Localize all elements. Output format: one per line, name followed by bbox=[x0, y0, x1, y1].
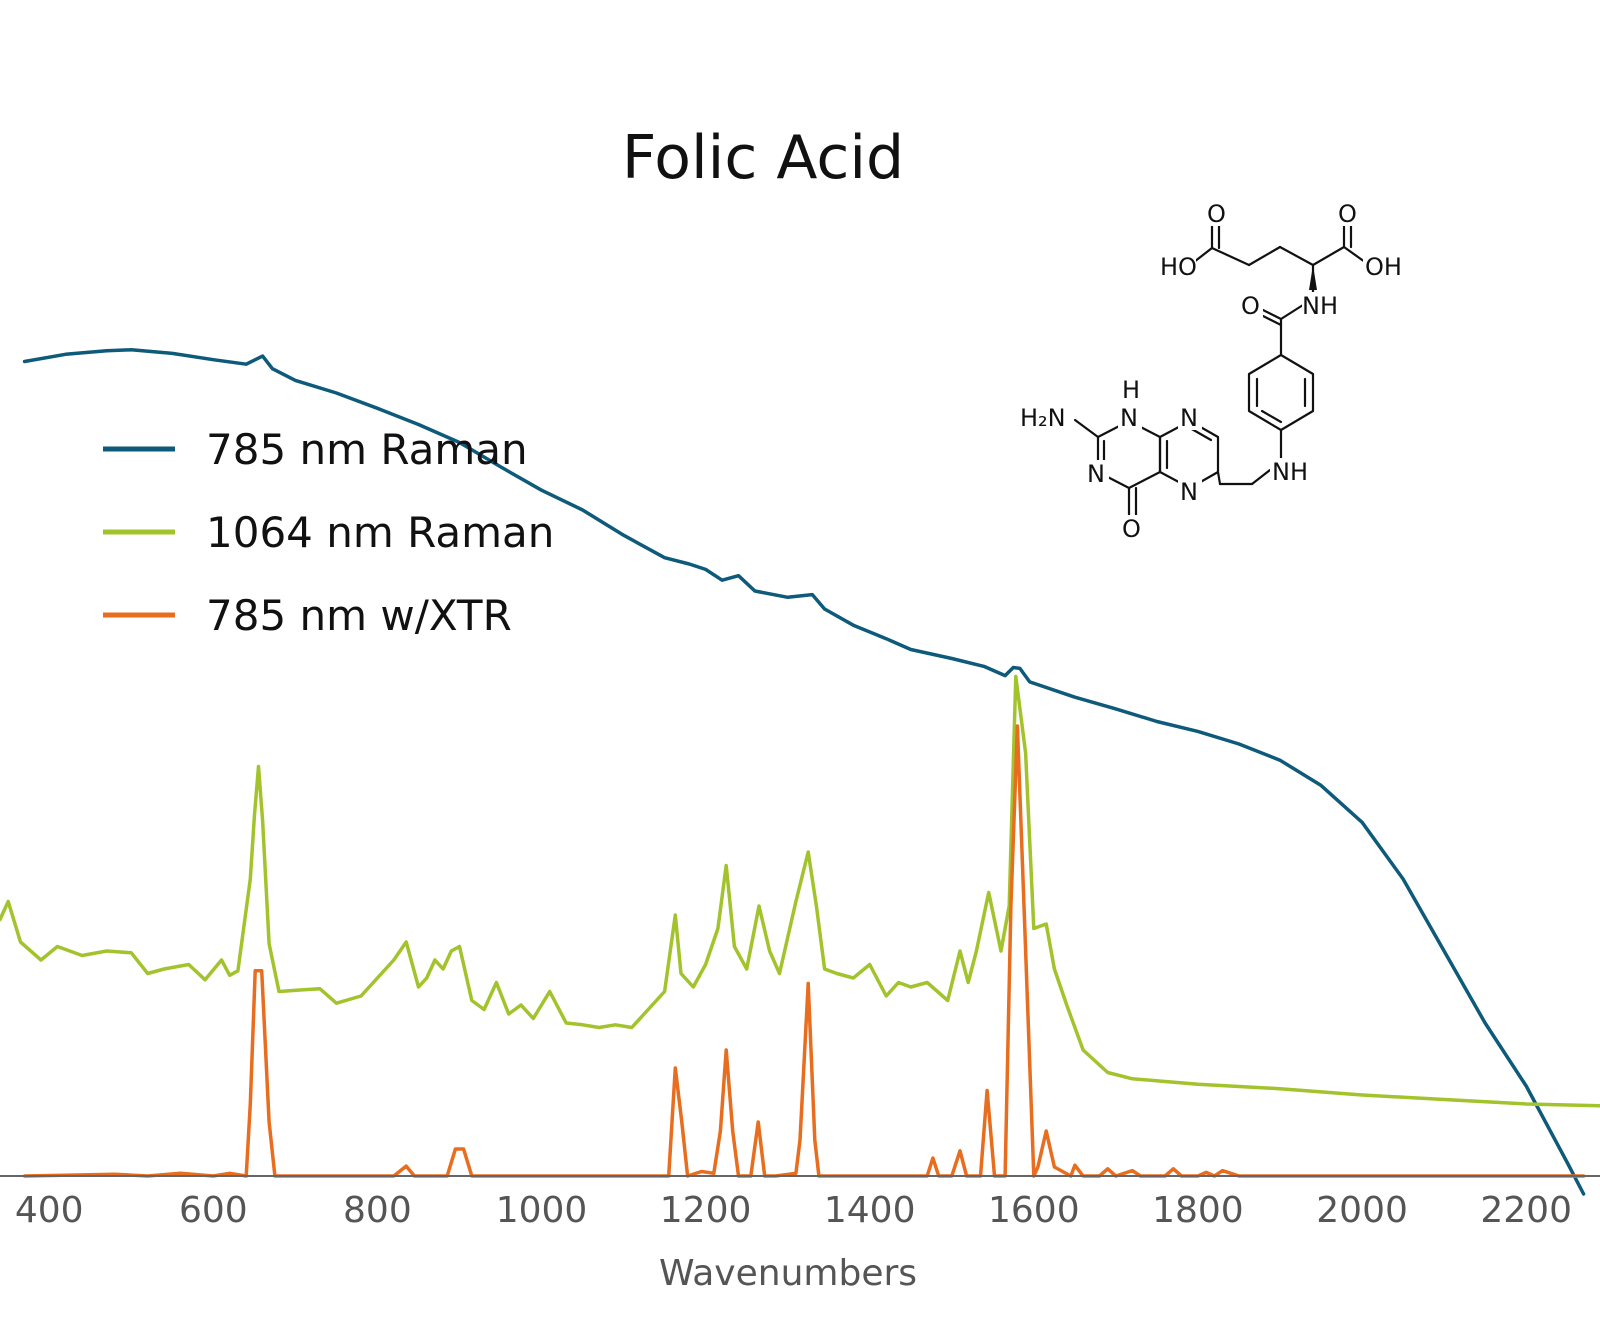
structure-label: N bbox=[1180, 404, 1198, 432]
x-tick-label: 1000 bbox=[496, 1190, 588, 1231]
x-tick-label: 2000 bbox=[1316, 1190, 1408, 1231]
structure-label: NH bbox=[1272, 458, 1308, 486]
legend-item: 785 nm Raman bbox=[103, 425, 528, 474]
structure-label: OH bbox=[1365, 253, 1402, 281]
structure-label: NH bbox=[1302, 292, 1338, 320]
x-tick-label: 800 bbox=[343, 1190, 412, 1231]
structure-label: N bbox=[1180, 478, 1198, 506]
series-line-1 bbox=[22, 348, 1586, 1196]
series-line-3 bbox=[22, 724, 1586, 1178]
x-tick-label: 400 bbox=[15, 1190, 84, 1231]
x-tick-label: 600 bbox=[179, 1190, 248, 1231]
structure-label: H bbox=[1122, 376, 1140, 404]
folic-acid-structure-illustration: HO O O OH O NH H H₂N N N N N NH O bbox=[1018, 200, 1402, 543]
x-axis-title: Wavenumbers bbox=[659, 1253, 917, 1294]
structure-label: HO bbox=[1160, 253, 1197, 281]
x-axis-ticks: 400 600 800 1000 1200 1400 1600 1800 2000 2200 bbox=[15, 1190, 1572, 1231]
structure-label: O bbox=[1338, 200, 1357, 228]
x-tick-label: 2200 bbox=[1480, 1190, 1572, 1231]
legend-item: 785 nm w/XTR bbox=[103, 591, 512, 640]
series-line-2 bbox=[0, 674, 1600, 1108]
legend-label: 785 nm Raman bbox=[206, 425, 528, 474]
structure-bonds bbox=[1073, 220, 1367, 517]
legend: 785 nm Raman 1064 nm Raman 785 nm w/XTR bbox=[103, 425, 554, 640]
legend-label: 1064 nm Raman bbox=[206, 508, 554, 557]
legend-label: 785 nm w/XTR bbox=[206, 591, 512, 640]
x-tick-label: 1800 bbox=[1152, 1190, 1244, 1231]
stereo-wedge bbox=[1309, 265, 1317, 290]
x-tick-label: 1200 bbox=[660, 1190, 752, 1231]
x-tick-label: 1600 bbox=[988, 1190, 1080, 1231]
structure-label: O bbox=[1241, 292, 1260, 320]
x-tick-label: 1400 bbox=[824, 1190, 916, 1231]
structure-label: N bbox=[1120, 404, 1138, 432]
structure-label: O bbox=[1122, 515, 1141, 543]
structure-labels: HO O O OH O NH H H₂N N N N N NH O bbox=[1020, 200, 1402, 543]
structure-label: H₂N bbox=[1020, 404, 1066, 432]
chart-title: Folic Acid bbox=[622, 123, 904, 193]
structure-label: O bbox=[1207, 200, 1226, 228]
structure-label: N bbox=[1087, 460, 1105, 488]
series-layer bbox=[0, 348, 1600, 1196]
legend-item: 1064 nm Raman bbox=[103, 508, 554, 557]
structure-label-backgrounds bbox=[1018, 200, 1401, 541]
